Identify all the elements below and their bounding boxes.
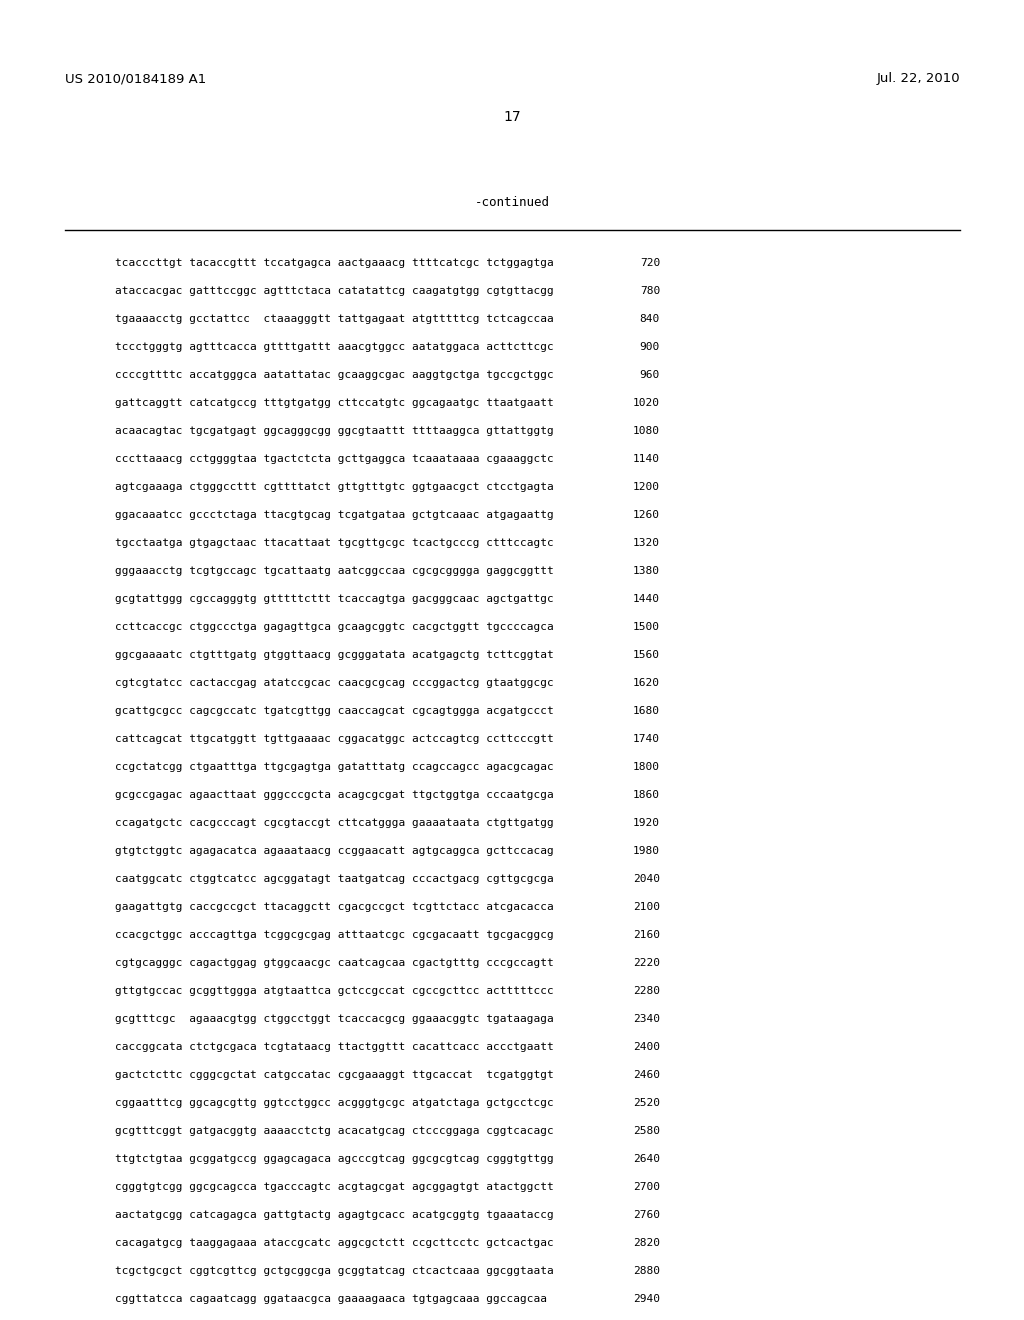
- Text: 1500: 1500: [633, 622, 660, 632]
- Text: 2880: 2880: [633, 1266, 660, 1276]
- Text: 900: 900: [640, 342, 660, 352]
- Text: 2940: 2940: [633, 1294, 660, 1304]
- Text: 1680: 1680: [633, 706, 660, 715]
- Text: cattcagcat ttgcatggtt tgttgaaaac cggacatggc actccagtcg ccttcccgtt: cattcagcat ttgcatggtt tgttgaaaac cggacat…: [115, 734, 554, 744]
- Text: 1020: 1020: [633, 399, 660, 408]
- Text: gcgtttcggt gatgacggtg aaaacctctg acacatgcag ctcccggaga cggtcacagc: gcgtttcggt gatgacggtg aaaacctctg acacatg…: [115, 1126, 554, 1137]
- Text: tcgctgcgct cggtcgttcg gctgcggcga gcggtatcag ctcactcaaa ggcggtaata: tcgctgcgct cggtcgttcg gctgcggcga gcggtat…: [115, 1266, 554, 1276]
- Text: gttgtgccac gcggttggga atgtaattca gctccgccat cgccgcttcc actttttccc: gttgtgccac gcggttggga atgtaattca gctccgc…: [115, 986, 554, 997]
- Text: gcgtattggg cgccagggtg gtttttcttt tcaccagtga gacgggcaac agctgattgc: gcgtattggg cgccagggtg gtttttcttt tcaccag…: [115, 594, 554, 605]
- Text: 2160: 2160: [633, 931, 660, 940]
- Text: 1380: 1380: [633, 566, 660, 576]
- Text: 2580: 2580: [633, 1126, 660, 1137]
- Text: caccggcata ctctgcgaca tcgtataacg ttactggttt cacattcacc accctgaatt: caccggcata ctctgcgaca tcgtataacg ttactgg…: [115, 1041, 554, 1052]
- Text: gcgccgagac agaacttaat gggcccgcta acagcgcgat ttgctggtga cccaatgcga: gcgccgagac agaacttaat gggcccgcta acagcgc…: [115, 789, 554, 800]
- Text: 2700: 2700: [633, 1181, 660, 1192]
- Text: 2220: 2220: [633, 958, 660, 968]
- Text: 1320: 1320: [633, 539, 660, 548]
- Text: tgaaaacctg gcctattcc  ctaaagggtt tattgagaat atgtttttcg tctcagccaa: tgaaaacctg gcctattcc ctaaagggtt tattgaga…: [115, 314, 554, 323]
- Text: 2520: 2520: [633, 1098, 660, 1107]
- Text: cgtcgtatcc cactaccgag atatccgcac caacgcgcag cccggactcg gtaatggcgc: cgtcgtatcc cactaccgag atatccgcac caacgcg…: [115, 678, 554, 688]
- Text: ccttcaccgc ctggccctga gagagttgca gcaagcggtc cacgctggtt tgccccagca: ccttcaccgc ctggccctga gagagttgca gcaagcg…: [115, 622, 554, 632]
- Text: 1140: 1140: [633, 454, 660, 465]
- Text: gaagattgtg caccgccgct ttacaggctt cgacgccgct tcgttctacc atcgacacca: gaagattgtg caccgccgct ttacaggctt cgacgcc…: [115, 902, 554, 912]
- Text: US 2010/0184189 A1: US 2010/0184189 A1: [65, 73, 206, 84]
- Text: gggaaacctg tcgtgccagc tgcattaatg aatcggccaa cgcgcgggga gaggcggttt: gggaaacctg tcgtgccagc tgcattaatg aatcggc…: [115, 566, 554, 576]
- Text: tcacccttgt tacaccgttt tccatgagca aactgaaacg ttttcatcgc tctggagtga: tcacccttgt tacaccgttt tccatgagca aactgaa…: [115, 257, 554, 268]
- Text: 1440: 1440: [633, 594, 660, 605]
- Text: cgtgcagggc cagactggag gtggcaacgc caatcagcaa cgactgtttg cccgccagtt: cgtgcagggc cagactggag gtggcaacgc caatcag…: [115, 958, 554, 968]
- Text: cccttaaacg cctggggtaa tgactctcta gcttgaggca tcaaataaaa cgaaaggctc: cccttaaacg cctggggtaa tgactctcta gcttgag…: [115, 454, 554, 465]
- Text: acaacagtac tgcgatgagt ggcagggcgg ggcgtaattt ttttaaggca gttattggtg: acaacagtac tgcgatgagt ggcagggcgg ggcgtaa…: [115, 426, 554, 436]
- Text: 2340: 2340: [633, 1014, 660, 1024]
- Text: 720: 720: [640, 257, 660, 268]
- Text: 1200: 1200: [633, 482, 660, 492]
- Text: 17: 17: [503, 110, 521, 124]
- Text: 1080: 1080: [633, 426, 660, 436]
- Text: 2400: 2400: [633, 1041, 660, 1052]
- Text: ttgtctgtaa gcggatgccg ggagcagaca agcccgtcag ggcgcgtcag cgggtgttgg: ttgtctgtaa gcggatgccg ggagcagaca agcccgt…: [115, 1154, 554, 1164]
- Text: 2460: 2460: [633, 1071, 660, 1080]
- Text: gactctcttc cgggcgctat catgccatac cgcgaaaggt ttgcaccat  tcgatggtgt: gactctcttc cgggcgctat catgccatac cgcgaaa…: [115, 1071, 554, 1080]
- Text: caatggcatc ctggtcatcc agcggatagt taatgatcag cccactgacg cgttgcgcga: caatggcatc ctggtcatcc agcggatagt taatgat…: [115, 874, 554, 884]
- Text: -continued: -continued: [474, 195, 550, 209]
- Text: 1560: 1560: [633, 649, 660, 660]
- Text: 2100: 2100: [633, 902, 660, 912]
- Text: gtgtctggtc agagacatca agaaataacg ccggaacatt agtgcaggca gcttccacag: gtgtctggtc agagacatca agaaataacg ccggaac…: [115, 846, 554, 855]
- Text: 1980: 1980: [633, 846, 660, 855]
- Text: aactatgcgg catcagagca gattgtactg agagtgcacc acatgcggtg tgaaataccg: aactatgcgg catcagagca gattgtactg agagtgc…: [115, 1210, 554, 1220]
- Text: 2280: 2280: [633, 986, 660, 997]
- Text: 1620: 1620: [633, 678, 660, 688]
- Text: cggttatcca cagaatcagg ggataacgca gaaaagaaca tgtgagcaaa ggccagcaa: cggttatcca cagaatcagg ggataacgca gaaaaga…: [115, 1294, 547, 1304]
- Text: cacagatgcg taaggagaaa ataccgcatc aggcgctctt ccgcttcctc gctcactgac: cacagatgcg taaggagaaa ataccgcatc aggcgct…: [115, 1238, 554, 1247]
- Text: gcattgcgcc cagcgccatc tgatcgttgg caaccagcat cgcagtggga acgatgccct: gcattgcgcc cagcgccatc tgatcgttgg caaccag…: [115, 706, 554, 715]
- Text: gattcaggtt catcatgccg tttgtgatgg cttccatgtc ggcagaatgc ttaatgaatt: gattcaggtt catcatgccg tttgtgatgg cttccat…: [115, 399, 554, 408]
- Text: cggaatttcg ggcagcgttg ggtcctggcc acgggtgcgc atgatctaga gctgcctcgc: cggaatttcg ggcagcgttg ggtcctggcc acgggtg…: [115, 1098, 554, 1107]
- Text: 1260: 1260: [633, 510, 660, 520]
- Text: 960: 960: [640, 370, 660, 380]
- Text: ggcgaaaatc ctgtttgatg gtggttaacg gcgggatata acatgagctg tcttcggtat: ggcgaaaatc ctgtttgatg gtggttaacg gcgggat…: [115, 649, 554, 660]
- Text: 2760: 2760: [633, 1210, 660, 1220]
- Text: tccctgggtg agtttcacca gttttgattt aaacgtggcc aatatggaca acttcttcgc: tccctgggtg agtttcacca gttttgattt aaacgtg…: [115, 342, 554, 352]
- Text: agtcgaaaga ctgggccttt cgttttatct gttgtttgtc ggtgaacgct ctcctgagta: agtcgaaaga ctgggccttt cgttttatct gttgttt…: [115, 482, 554, 492]
- Text: 1860: 1860: [633, 789, 660, 800]
- Text: 1740: 1740: [633, 734, 660, 744]
- Text: ccccgttttc accatgggca aatattatac gcaaggcgac aaggtgctga tgccgctggc: ccccgttttc accatgggca aatattatac gcaaggc…: [115, 370, 554, 380]
- Text: 1800: 1800: [633, 762, 660, 772]
- Text: 1920: 1920: [633, 818, 660, 828]
- Text: tgcctaatga gtgagctaac ttacattaat tgcgttgcgc tcactgcccg ctttccagtc: tgcctaatga gtgagctaac ttacattaat tgcgttg…: [115, 539, 554, 548]
- Text: ccgctatcgg ctgaatttga ttgcgagtga gatatttatg ccagccagcc agacgcagac: ccgctatcgg ctgaatttga ttgcgagtga gatattt…: [115, 762, 554, 772]
- Text: ccacgctggc acccagttga tcggcgcgag atttaatcgc cgcgacaatt tgcgacggcg: ccacgctggc acccagttga tcggcgcgag atttaat…: [115, 931, 554, 940]
- Text: ccagatgctc cacgcccagt cgcgtaccgt cttcatggga gaaaataata ctgttgatgg: ccagatgctc cacgcccagt cgcgtaccgt cttcatg…: [115, 818, 554, 828]
- Text: gcgtttcgc  agaaacgtgg ctggcctggt tcaccacgcg ggaaacggtc tgataagaga: gcgtttcgc agaaacgtgg ctggcctggt tcaccacg…: [115, 1014, 554, 1024]
- Text: ggacaaatcc gccctctaga ttacgtgcag tcgatgataa gctgtcaaac atgagaattg: ggacaaatcc gccctctaga ttacgtgcag tcgatga…: [115, 510, 554, 520]
- Text: cgggtgtcgg ggcgcagcca tgacccagtc acgtagcgat agcggagtgt atactggctt: cgggtgtcgg ggcgcagcca tgacccagtc acgtagc…: [115, 1181, 554, 1192]
- Text: 2040: 2040: [633, 874, 660, 884]
- Text: 2820: 2820: [633, 1238, 660, 1247]
- Text: 780: 780: [640, 286, 660, 296]
- Text: Jul. 22, 2010: Jul. 22, 2010: [877, 73, 961, 84]
- Text: 2640: 2640: [633, 1154, 660, 1164]
- Text: ataccacgac gatttccggc agtttctaca catatattcg caagatgtgg cgtgttacgg: ataccacgac gatttccggc agtttctaca catatat…: [115, 286, 554, 296]
- Text: 840: 840: [640, 314, 660, 323]
